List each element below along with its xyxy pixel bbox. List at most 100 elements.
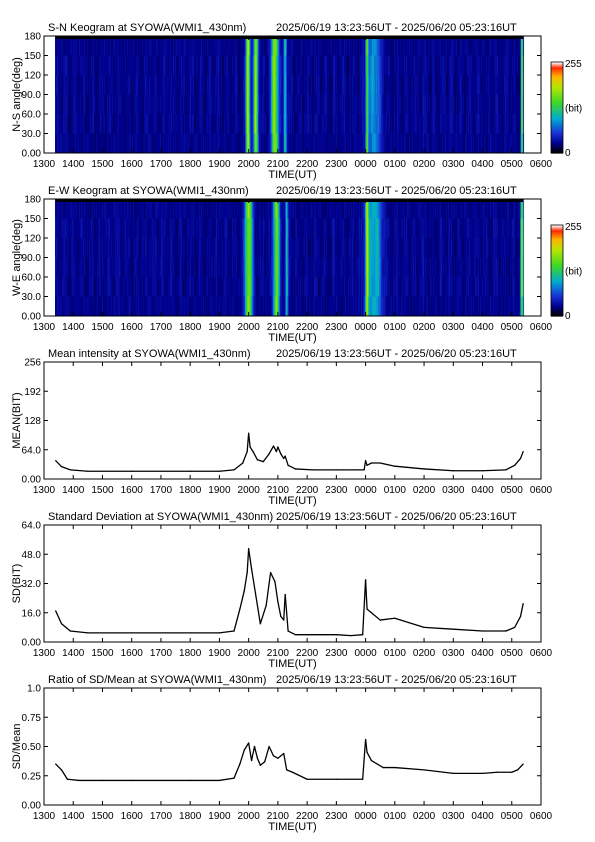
keogram-column: [319, 296, 321, 317]
keogram-column: [77, 238, 79, 258]
keogram-column: [142, 296, 144, 317]
keogram-column: [130, 218, 132, 239]
keogram-column: [468, 94, 470, 115]
keogram-column: [240, 75, 242, 95]
keogram-column: [359, 257, 361, 278]
keogram-column: [237, 133, 239, 154]
keogram-column: [348, 296, 350, 317]
keogram-column: [389, 218, 391, 239]
keogram-column: [78, 114, 80, 134]
keogram-column: [391, 133, 393, 154]
colorbar-swatch: [551, 118, 563, 121]
colorbar-swatch: [551, 109, 563, 112]
keogram-column: [486, 75, 488, 95]
keogram-column: [280, 199, 282, 219]
keogram-column: [394, 55, 396, 76]
keogram-column: [358, 199, 360, 219]
keogram-column: [365, 36, 367, 56]
keogram-column: [56, 114, 58, 134]
keogram-column: [239, 55, 241, 76]
keogram-column: [304, 199, 306, 219]
keogram-column: [251, 238, 253, 258]
keogram-column: [199, 238, 201, 258]
keogram-column: [166, 55, 168, 76]
keogram-column: [390, 218, 392, 239]
keogram-column: [144, 36, 146, 56]
keogram-column: [306, 277, 308, 297]
keogram-column: [261, 238, 263, 258]
keogram-column: [194, 55, 196, 76]
keogram-column: [425, 133, 427, 154]
keogram-column: [350, 199, 352, 219]
keogram-column: [251, 94, 253, 115]
keogram-column: [165, 36, 167, 56]
keogram-column: [99, 133, 101, 154]
keogram-column: [192, 257, 194, 278]
keogram-column: [237, 75, 239, 95]
keogram-column: [498, 133, 500, 154]
keogram-column: [102, 94, 104, 115]
keogram-column: [254, 94, 256, 115]
keogram-column: [362, 296, 364, 317]
keogram-column: [191, 257, 193, 278]
keogram-column: [503, 55, 505, 76]
keogram-column: [286, 238, 288, 258]
keogram-column: [303, 218, 305, 239]
keogram-column: [130, 257, 132, 278]
keogram-column: [322, 55, 324, 76]
keogram-column: [57, 218, 59, 239]
keogram-column: [379, 114, 381, 134]
keogram-column: [450, 114, 452, 134]
keogram-column: [330, 36, 332, 56]
keogram-column: [501, 55, 503, 76]
keogram-column: [298, 75, 300, 95]
keogram-column: [276, 55, 278, 76]
keogram-column: [79, 296, 81, 317]
keogram-column: [347, 257, 349, 278]
keogram-column: [164, 238, 166, 258]
keogram-column: [162, 133, 164, 154]
keogram-column: [283, 94, 285, 115]
keogram-column: [115, 218, 117, 239]
keogram-column: [281, 133, 283, 154]
keogram-column: [454, 55, 456, 76]
keogram-column: [141, 199, 143, 219]
keogram-column: [266, 199, 268, 219]
keogram-column: [73, 94, 75, 115]
keogram-column: [440, 94, 442, 115]
keogram-column: [404, 133, 406, 154]
keogram-column: [58, 296, 60, 317]
keogram-column: [216, 114, 218, 134]
keogram-column: [285, 94, 287, 115]
keogram-column: [107, 277, 109, 297]
keogram-column: [143, 133, 145, 154]
keogram-column: [303, 36, 305, 56]
keogram-column: [148, 257, 150, 278]
keogram-column: [420, 36, 422, 56]
keogram-column: [414, 94, 416, 115]
keogram-column: [459, 133, 461, 154]
keogram-column: [426, 55, 428, 76]
keogram-column: [226, 257, 228, 278]
keogram-column: [73, 55, 75, 76]
keogram-column: [216, 75, 218, 95]
keogram-column: [341, 257, 343, 278]
keogram-column: [96, 218, 98, 239]
keogram-column: [277, 94, 279, 115]
keogram-column: [105, 296, 107, 317]
keogram-column: [466, 75, 468, 95]
keogram-column: [112, 133, 114, 154]
keogram-column: [68, 199, 70, 219]
keogram-column: [152, 55, 154, 76]
keogram-column: [475, 114, 477, 134]
keogram-column: [313, 94, 315, 115]
keogram-column: [225, 277, 227, 297]
keogram-column: [333, 218, 335, 239]
keogram-column: [217, 133, 219, 154]
keogram-column: [386, 75, 388, 95]
keogram-column: [359, 55, 361, 76]
keogram-column: [66, 36, 68, 56]
keogram-column: [208, 199, 210, 219]
keogram-column: [183, 133, 185, 154]
keogram-column: [85, 75, 87, 95]
